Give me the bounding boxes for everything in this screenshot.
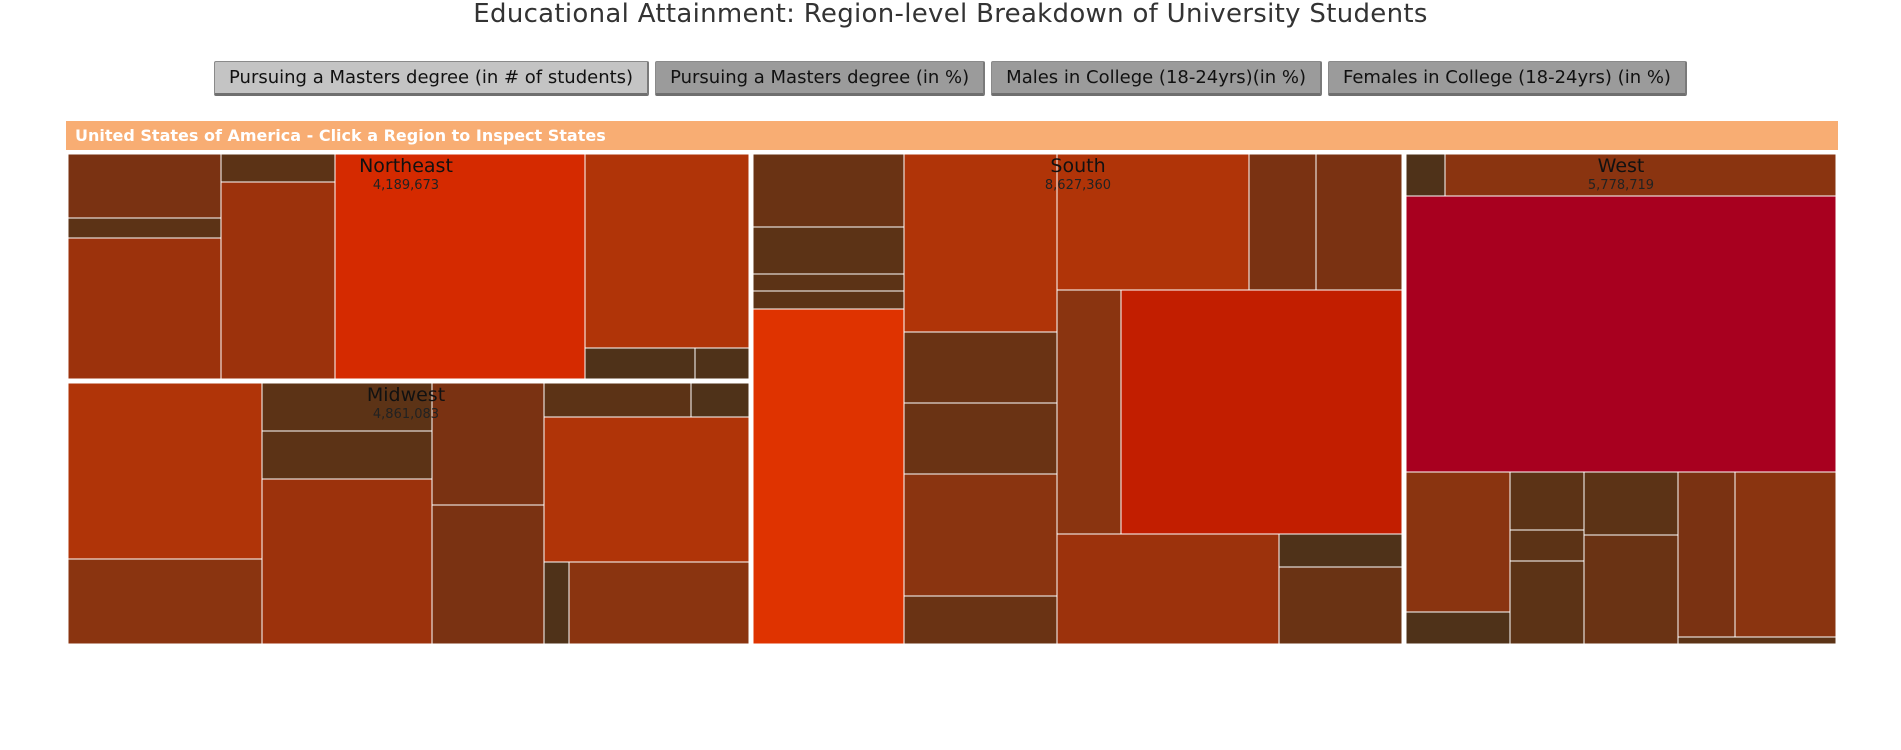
- treemap-cell-west[interactable]: [1403, 152, 1446, 197]
- treemap-cell-northeast[interactable]: [584, 152, 752, 349]
- page-title: Educational Attainment: Region-level Bre…: [473, 0, 1428, 29]
- treemap-cell-midwest[interactable]: [431, 504, 545, 646]
- treemap-cell-south[interactable]: [1056, 152, 1250, 291]
- treemap-cell-midwest[interactable]: [543, 416, 752, 563]
- treemap-cell-west[interactable]: [1677, 471, 1736, 638]
- treemap-cell-northeast[interactable]: [694, 347, 752, 382]
- region-outline-south: [750, 152, 1405, 646]
- treemap-cell-south[interactable]: [1120, 289, 1405, 535]
- treemap-cell-south[interactable]: [1278, 566, 1405, 646]
- treemap-cell-midwest[interactable]: [568, 561, 752, 646]
- treemap-cell-south[interactable]: [750, 273, 905, 292]
- treemap-cell-northeast[interactable]: [220, 152, 336, 183]
- region-value-midwest: 4,861,083: [373, 407, 439, 422]
- region-label-west: West: [1598, 155, 1645, 177]
- treemap-cell-midwest[interactable]: [261, 478, 433, 646]
- treemap-cell-south[interactable]: [903, 402, 1058, 475]
- treemap-cell-west[interactable]: [1403, 471, 1511, 613]
- treemap-cell-midwest[interactable]: [431, 380, 545, 506]
- males-college-button[interactable]: Males in College (18-24yrs)(in %): [991, 61, 1322, 96]
- treemap-cell-west[interactable]: [1403, 611, 1511, 646]
- treemap-cell-northeast[interactable]: [66, 217, 222, 239]
- treemap-cell-northeast[interactable]: [334, 152, 586, 382]
- treemap-cell-south[interactable]: [1315, 152, 1405, 291]
- treemap-cell-northeast[interactable]: [66, 152, 222, 219]
- region-value-south: 8,627,360: [1045, 178, 1111, 193]
- metric-button-row: Pursuing a Masters degree (in # of stude…: [0, 61, 1901, 96]
- treemap-cell-midwest[interactable]: [66, 380, 263, 560]
- treemap-cell-midwest[interactable]: [261, 430, 433, 480]
- region-outline-northeast: [66, 152, 752, 382]
- masters-percent-button[interactable]: Pursuing a Masters degree (in %): [655, 61, 986, 96]
- treemap-cell-midwest[interactable]: [690, 380, 752, 418]
- treemap-cell-west[interactable]: [1444, 152, 1838, 197]
- treemap-cell-midwest[interactable]: [66, 558, 263, 646]
- treemap-cell-west[interactable]: [1509, 529, 1585, 562]
- region-value-west: 5,778,719: [1588, 178, 1654, 193]
- treemap-cell-west[interactable]: [1403, 195, 1838, 473]
- treemap-cell-west[interactable]: [1509, 560, 1585, 646]
- treemap-cell-northeast[interactable]: [66, 237, 222, 382]
- treemap-cell-south[interactable]: [750, 152, 905, 228]
- treemap-chart[interactable]: Northeast4,189,673Midwest4,861,083South8…: [66, 152, 1838, 646]
- treemap-cell-midwest[interactable]: [543, 380, 692, 418]
- treemap-cell-south[interactable]: [903, 331, 1058, 404]
- masters-count-button[interactable]: Pursuing a Masters degree (in # of stude…: [214, 61, 650, 96]
- region-value-northeast: 4,189,673: [373, 178, 439, 193]
- treemap-cell-west[interactable]: [1583, 534, 1679, 646]
- treemap-cell-south[interactable]: [903, 152, 1058, 333]
- treemap-cell-west[interactable]: [1583, 471, 1679, 536]
- treemap-cell-south[interactable]: [750, 226, 905, 275]
- treemap-cell-midwest[interactable]: [261, 380, 433, 432]
- treemap-cell-south[interactable]: [1278, 533, 1405, 568]
- treemap-cell-south[interactable]: [750, 308, 905, 646]
- region-outline-west: [1403, 152, 1838, 646]
- treemap-cell-south[interactable]: [1248, 152, 1317, 291]
- region-label-midwest: Midwest: [367, 384, 445, 406]
- treemap-cell-south[interactable]: [903, 473, 1058, 597]
- region-label-south: South: [1050, 155, 1105, 177]
- region-label-northeast: Northeast: [359, 155, 453, 177]
- breadcrumb[interactable]: United States of America - Click a Regio…: [66, 121, 1838, 150]
- treemap-cell-northeast[interactable]: [584, 347, 696, 382]
- treemap-cell-west[interactable]: [1509, 471, 1585, 531]
- treemap-cell-south[interactable]: [1056, 289, 1122, 535]
- treemap-cell-northeast[interactable]: [220, 181, 336, 382]
- treemap-cell-south[interactable]: [1056, 533, 1280, 646]
- treemap-cell-west[interactable]: [1677, 636, 1838, 646]
- treemap-cell-south[interactable]: [750, 290, 905, 310]
- treemap-cell-midwest[interactable]: [543, 561, 570, 646]
- region-outline-midwest: [66, 380, 752, 646]
- females-college-button[interactable]: Females in College (18-24yrs) (in %): [1327, 61, 1687, 96]
- treemap-cell-south[interactable]: [903, 595, 1058, 646]
- treemap-cell-west[interactable]: [1734, 471, 1838, 638]
